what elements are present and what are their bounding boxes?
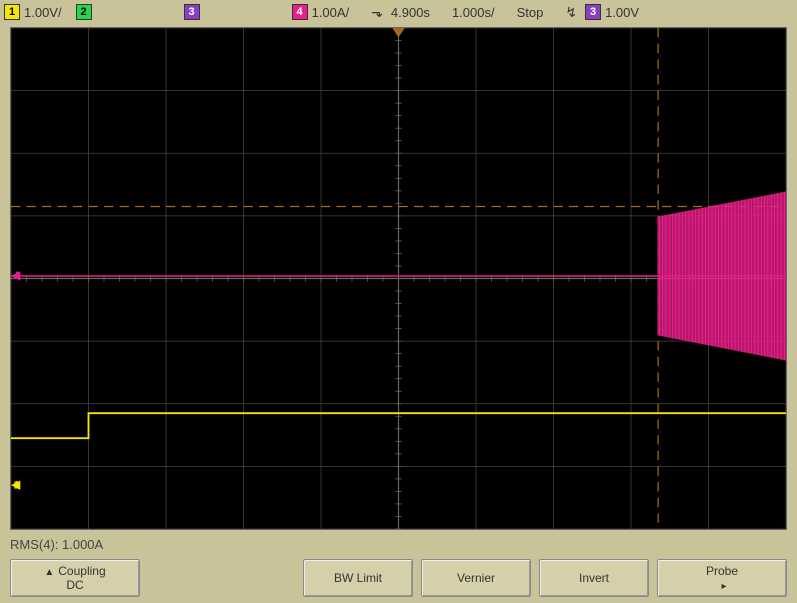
up-down-icon: ▲ bbox=[44, 567, 54, 578]
run-state-label: Stop bbox=[517, 5, 544, 20]
top-status-bar: 1 1.00V/ 2 3 4 1.00A/ ⬎ 4.900s 1.000s/ S… bbox=[0, 0, 797, 24]
trigger-mode-icon: ⬎ bbox=[367, 4, 387, 21]
trigger-ch-badge: 3 bbox=[585, 4, 601, 20]
measurement-readout: RMS(4): 1.000A bbox=[10, 537, 103, 552]
svg-text:4: 4 bbox=[13, 270, 19, 282]
ch1-badge: 1 bbox=[4, 4, 20, 20]
ch4-scale-label: 1.00A/ bbox=[312, 5, 350, 20]
oscilloscope-screen: 1 1.00V/ 2 3 4 1.00A/ ⬎ 4.900s 1.000s/ S… bbox=[0, 0, 797, 603]
measurement-status-bar: RMS(4): 1.000A bbox=[0, 533, 797, 555]
waveform-plot-area: 41 bbox=[10, 27, 787, 530]
svg-text:1: 1 bbox=[13, 479, 19, 491]
ch2-badge: 2 bbox=[76, 4, 92, 20]
vernier-softkey[interactable]: Vernier bbox=[421, 559, 531, 597]
trigger-level-label: 1.00V bbox=[605, 5, 639, 20]
trigger-edge-icon: ↯ bbox=[561, 4, 581, 21]
timebase-label: 1.000s/ bbox=[452, 5, 495, 20]
bwlimit-softkey[interactable]: BW Limit bbox=[303, 559, 413, 597]
probe-softkey[interactable]: Probe ▸ bbox=[657, 559, 787, 597]
ch3-badge: 3 bbox=[184, 4, 200, 20]
ch4-badge: 4 bbox=[292, 4, 308, 20]
right-arrow-icon: ▸ bbox=[721, 581, 726, 592]
invert-softkey[interactable]: Invert bbox=[539, 559, 649, 597]
ch1-scale-label: 1.00V/ bbox=[24, 5, 62, 20]
delay-label: 4.900s bbox=[391, 5, 430, 20]
waveform-svg: 41 bbox=[11, 28, 786, 529]
softkey-bar: ▲Coupling DC BW Limit Vernier Invert Pro… bbox=[0, 555, 797, 603]
coupling-softkey[interactable]: ▲Coupling DC bbox=[10, 559, 140, 597]
